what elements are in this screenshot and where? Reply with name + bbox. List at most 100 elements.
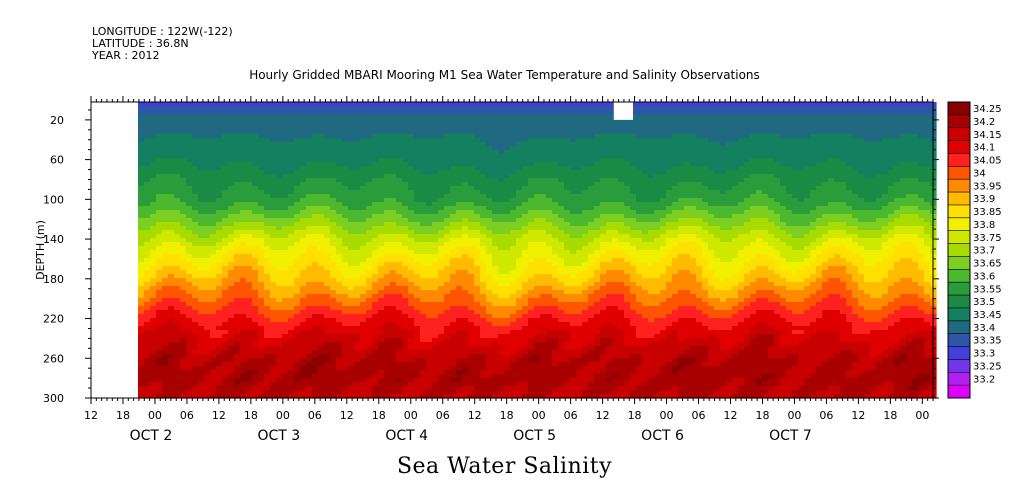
heatmap-cell bbox=[462, 358, 469, 363]
heatmap-cell bbox=[270, 194, 277, 199]
heatmap-cell bbox=[228, 130, 235, 135]
heatmap-cell bbox=[414, 390, 421, 395]
heatmap-cell bbox=[354, 286, 361, 291]
heatmap-cell bbox=[270, 310, 277, 315]
heatmap-cell bbox=[408, 142, 415, 147]
heatmap-cell bbox=[204, 194, 211, 199]
heatmap-cell bbox=[450, 330, 457, 335]
heatmap-cell bbox=[426, 298, 433, 303]
heatmap-cell bbox=[438, 358, 445, 363]
heatmap-cell bbox=[342, 330, 349, 335]
heatmap-cell bbox=[426, 330, 433, 335]
heatmap-cell bbox=[480, 118, 487, 123]
heatmap-cell bbox=[330, 126, 337, 131]
heatmap-cell bbox=[534, 214, 541, 219]
heatmap-cell bbox=[186, 210, 193, 215]
heatmap-cell bbox=[162, 178, 169, 183]
heatmap-cell bbox=[228, 186, 235, 191]
heatmap-cell bbox=[516, 362, 523, 367]
heatmap-cell bbox=[228, 366, 235, 371]
heatmap-cell bbox=[144, 214, 151, 219]
heatmap-cell bbox=[198, 370, 205, 375]
heatmap-cell bbox=[264, 366, 271, 371]
heatmap-cell bbox=[456, 266, 463, 271]
heatmap-cell bbox=[396, 182, 403, 187]
heatmap-cell bbox=[390, 110, 397, 115]
heatmap-cell bbox=[474, 386, 481, 391]
heatmap-cell bbox=[192, 202, 199, 207]
heatmap-cell bbox=[138, 262, 145, 267]
heatmap-cell bbox=[522, 254, 529, 259]
heatmap-cell bbox=[186, 250, 193, 255]
heatmap-cell bbox=[462, 326, 469, 331]
heatmap-cell bbox=[444, 278, 451, 283]
heatmap-cell bbox=[456, 214, 463, 219]
heatmap-cell bbox=[486, 250, 493, 255]
heatmap-cell bbox=[456, 230, 463, 235]
heatmap-cell bbox=[234, 330, 241, 335]
heatmap-cell bbox=[288, 338, 295, 343]
heatmap-cell bbox=[162, 146, 169, 151]
heatmap-cell bbox=[288, 126, 295, 131]
heatmap-cell bbox=[162, 134, 169, 139]
heatmap-cell bbox=[294, 254, 301, 259]
heatmap-cell bbox=[414, 218, 421, 223]
heatmap-cell bbox=[504, 394, 511, 399]
heatmap-cell bbox=[372, 158, 379, 163]
heatmap-cell bbox=[198, 158, 205, 163]
heatmap-cell bbox=[288, 374, 295, 379]
heatmap-cell bbox=[510, 274, 517, 279]
heatmap-cell bbox=[456, 242, 463, 247]
heatmap-cell bbox=[258, 366, 265, 371]
heatmap-cell bbox=[318, 310, 325, 315]
heatmap-cell bbox=[228, 394, 235, 399]
heatmap-cell bbox=[420, 358, 427, 363]
heatmap-cell bbox=[516, 258, 523, 263]
heatmap-cell bbox=[522, 114, 529, 119]
heatmap-cell bbox=[390, 242, 397, 247]
heatmap-cell bbox=[330, 246, 337, 251]
heatmap-cell bbox=[240, 250, 247, 255]
heatmap-cell bbox=[240, 158, 247, 163]
heatmap-cell bbox=[174, 302, 181, 307]
heatmap-cell bbox=[252, 230, 259, 235]
heatmap-cell bbox=[336, 198, 343, 203]
heatmap-cell bbox=[318, 166, 325, 171]
heatmap-cell bbox=[312, 162, 319, 167]
heatmap-cell bbox=[204, 146, 211, 151]
heatmap-cell bbox=[270, 198, 277, 203]
heatmap-cell bbox=[408, 202, 415, 207]
heatmap-cell bbox=[510, 258, 517, 263]
heatmap-cell bbox=[246, 126, 253, 131]
heatmap-cell bbox=[528, 390, 535, 395]
heatmap-cell bbox=[462, 138, 469, 143]
heatmap-cell bbox=[198, 134, 205, 139]
heatmap-cell bbox=[360, 210, 367, 215]
heatmap-cell bbox=[450, 150, 457, 155]
heatmap-cell bbox=[144, 118, 151, 123]
heatmap-cell bbox=[408, 214, 415, 219]
heatmap-cell bbox=[486, 110, 493, 115]
heatmap-cell bbox=[162, 330, 169, 335]
heatmap-cell bbox=[336, 354, 343, 359]
heatmap-cell bbox=[294, 186, 301, 191]
heatmap-cell bbox=[222, 146, 229, 151]
heatmap-cell bbox=[246, 150, 253, 155]
heatmap-cell bbox=[180, 310, 187, 315]
heatmap-cell bbox=[510, 390, 517, 395]
heatmap-cell bbox=[186, 262, 193, 267]
heatmap-cell bbox=[462, 114, 469, 119]
heatmap-cell bbox=[306, 298, 313, 303]
heatmap-cell bbox=[150, 270, 157, 275]
heatmap-cell bbox=[264, 386, 271, 391]
heatmap-cell bbox=[486, 290, 493, 295]
heatmap-cell bbox=[360, 266, 367, 271]
heatmap-cell bbox=[432, 374, 439, 379]
heatmap-cell bbox=[354, 138, 361, 143]
heatmap-cell bbox=[402, 218, 409, 223]
heatmap-cell bbox=[216, 294, 223, 299]
heatmap-cell bbox=[288, 286, 295, 291]
heatmap-cell bbox=[486, 394, 493, 399]
heatmap-cell bbox=[480, 102, 487, 107]
heatmap-cell bbox=[378, 154, 385, 159]
